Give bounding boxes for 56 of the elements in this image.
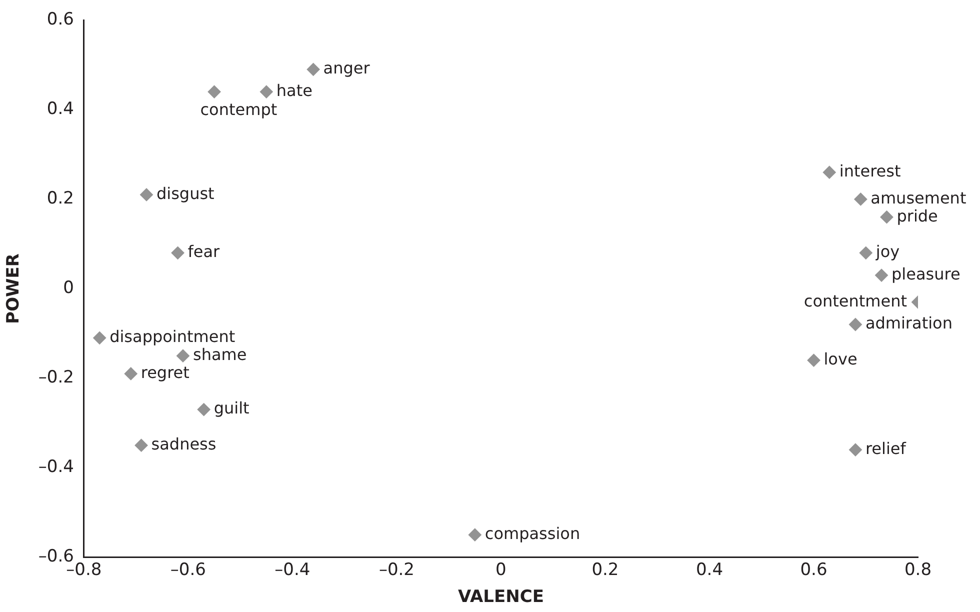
- annotation: disgust: [156, 184, 214, 203]
- x-tick-label: 0.2: [592, 560, 619, 580]
- x-tick-label: 0.4: [696, 560, 724, 580]
- point: [468, 528, 482, 542]
- point: [134, 438, 148, 452]
- y-tick-label: 0.6: [46, 10, 74, 30]
- annotation: contempt: [200, 100, 278, 119]
- annotation: disappointment: [110, 327, 236, 346]
- point: [260, 85, 273, 98]
- annotation: anger: [323, 58, 370, 78]
- annotation: fear: [188, 242, 220, 262]
- annotation: admiration: [865, 314, 952, 333]
- x-axis-title: VALENCE: [458, 587, 544, 608]
- point: [822, 166, 836, 179]
- point: [875, 268, 888, 282]
- point: [124, 367, 138, 380]
- point: [171, 246, 184, 260]
- point: [176, 349, 190, 362]
- annotation: compassion: [484, 524, 580, 543]
- x-tick-label: –0.6: [170, 560, 206, 580]
- y-tick-label: 0.2: [46, 188, 74, 209]
- annotation: guilt: [214, 398, 250, 418]
- y-tick-label: –0.6: [38, 546, 74, 567]
- annotation: shame: [192, 344, 247, 364]
- annotation: interest: [839, 162, 901, 181]
- point: [140, 188, 153, 202]
- annotation: joy: [874, 242, 900, 262]
- annotation: love: [824, 349, 858, 368]
- y-tick-label: 0: [63, 278, 74, 298]
- annotation: pleasure: [892, 264, 960, 284]
- annotation: hate: [276, 80, 312, 100]
- y-tick-label: –0.2: [38, 368, 74, 388]
- annotation: contentment: [804, 291, 907, 310]
- point: [848, 443, 862, 456]
- annotation: amusement: [870, 188, 966, 208]
- point: [208, 85, 221, 98]
- point: [854, 192, 868, 206]
- point: [306, 62, 320, 76]
- x-tick-label: 0.6: [800, 560, 828, 580]
- point: [848, 318, 862, 331]
- annotation: relief: [865, 438, 906, 458]
- point: [807, 354, 820, 367]
- x-tick-label: –0.2: [378, 560, 414, 580]
- y-axis-title: POWER: [4, 254, 24, 324]
- point: [880, 210, 894, 224]
- point: [859, 246, 872, 260]
- point: [93, 331, 106, 344]
- x-tick-label: –0.4: [274, 560, 310, 580]
- x-tick-label: 0: [496, 560, 506, 580]
- point: [197, 403, 210, 416]
- annotation: pride: [896, 206, 938, 226]
- y-tick-label: –0.4: [38, 457, 74, 478]
- y-tick-label: 0.4: [46, 99, 74, 120]
- annotation: regret: [140, 362, 190, 382]
- annotation: sadness: [151, 434, 216, 454]
- x-tick-label: 0.8: [904, 560, 932, 580]
